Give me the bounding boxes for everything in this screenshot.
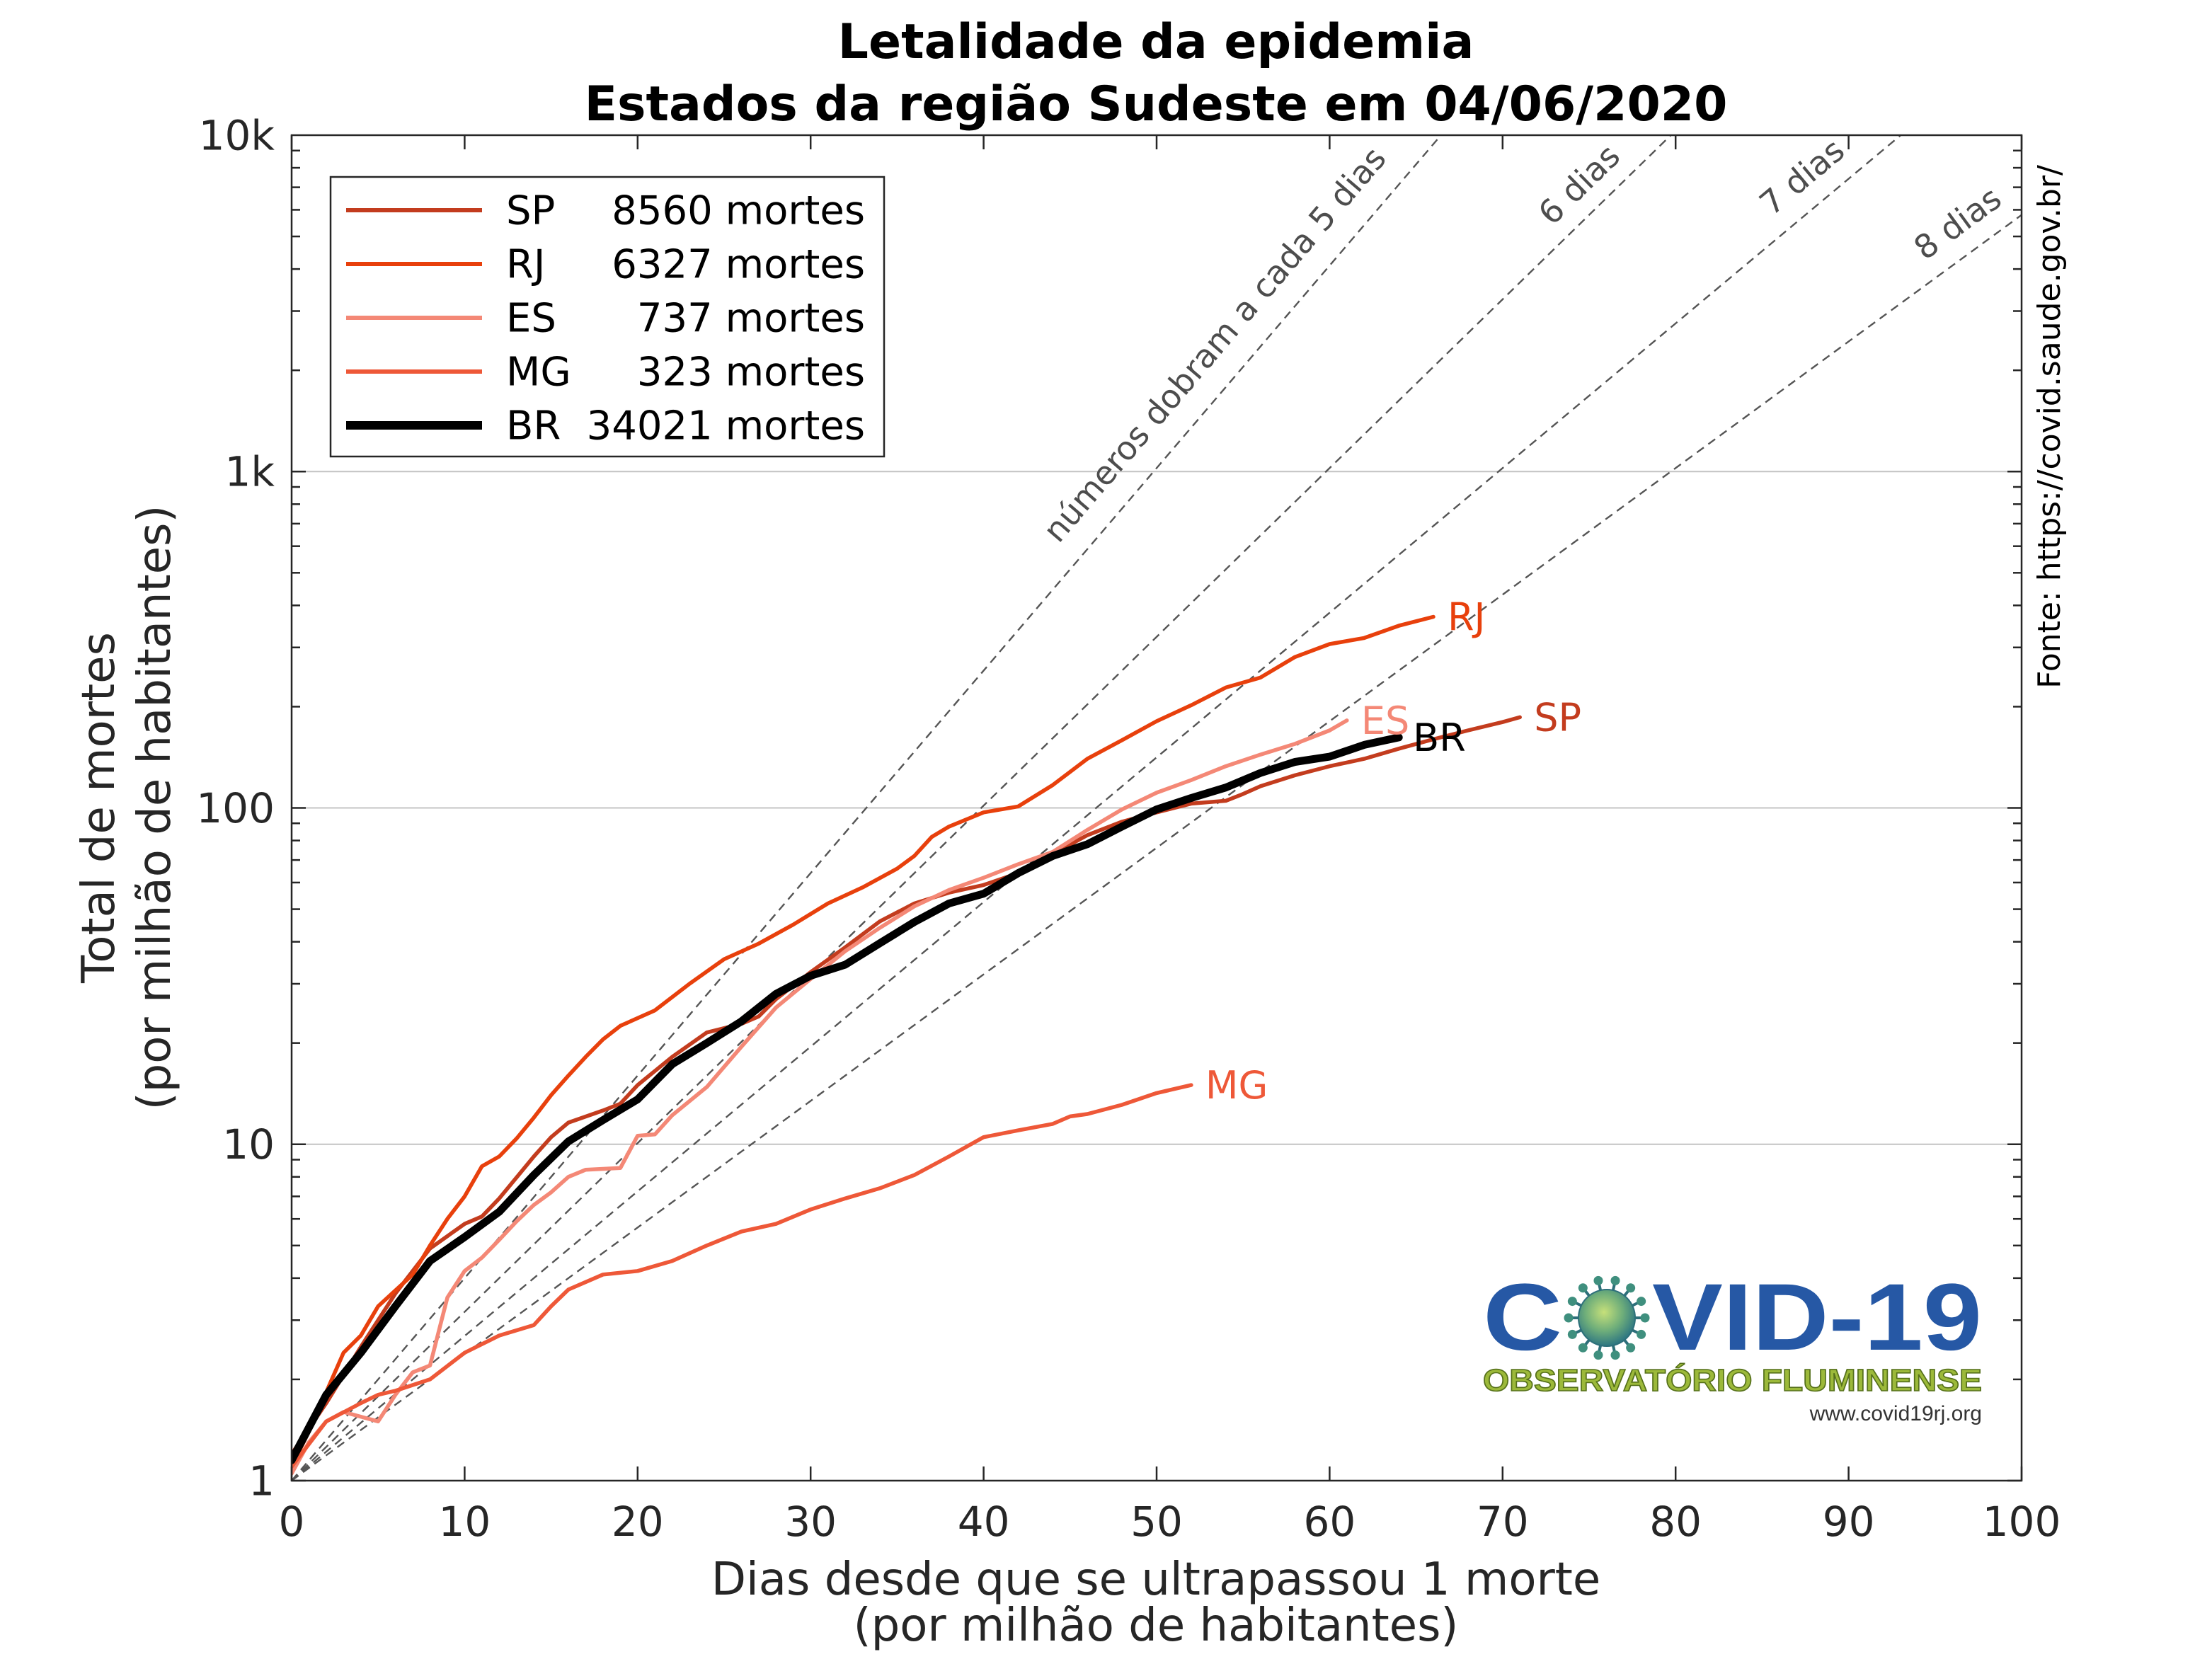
virus-spike-tip	[1593, 1275, 1603, 1285]
logo-url: www.covid19rj.org	[1809, 1402, 1982, 1425]
legend-series-name: RJ	[506, 242, 545, 288]
legend-series-name: MG	[506, 350, 571, 396]
x-tick-label-50: 50	[1130, 1498, 1183, 1546]
x-axis-label-line2: (por milhão de habitantes)	[854, 1600, 1459, 1652]
coronavirus-icon	[1564, 1275, 1650, 1360]
x-tick-label-90: 90	[1823, 1498, 1875, 1546]
x-tick-label-100: 100	[1983, 1498, 2061, 1546]
legend-entry-mg: MG 323 mortes	[346, 350, 865, 396]
y-axis-label: Total de mortes	[73, 632, 125, 984]
virus-spike-tip	[1640, 1313, 1650, 1323]
end-label-br: BR	[1413, 716, 1466, 760]
legend-series-name: BR	[506, 403, 561, 449]
axis-ticks	[290, 135, 2023, 1482]
x-tick-label-70: 70	[1477, 1498, 1529, 1546]
series-lines	[292, 614, 1522, 1476]
end-label-mg: MG	[1205, 1063, 1268, 1108]
legend-entry-es: ES 737 mortes	[346, 296, 865, 342]
x-tick-label-30: 30	[784, 1498, 837, 1546]
virus-spike-tip	[1564, 1313, 1574, 1323]
x-axis-label: Dias desde que se ultrapassou 1 morte	[711, 1554, 1601, 1606]
x-tick-label-0: 0	[279, 1498, 305, 1546]
logo-subtitle: OBSERVATÓRIO FLUMINENSE	[1483, 1362, 1982, 1398]
legend-entry-rj: RJ 6327 mortes	[346, 242, 865, 288]
logo-wordmark-right: VID-19	[1652, 1265, 1982, 1370]
reference-line-8-days	[292, 214, 2022, 1481]
virus-spike-tip	[1637, 1297, 1646, 1307]
legend: SP 8560 mortes RJ 6327 mortes ES 737 mortes MG…	[329, 176, 886, 458]
virus-spike-tip	[1578, 1343, 1588, 1353]
y-axis-label-line2: (por milhão de habitantes)	[129, 505, 181, 1110]
virus-spike-tip	[1567, 1329, 1577, 1339]
x-tick-label-20: 20	[612, 1498, 664, 1546]
legend-death-count: 6327 mortes	[612, 242, 865, 288]
virus-spike-tip	[1626, 1343, 1636, 1353]
x-tick-label-10: 10	[438, 1498, 491, 1546]
legend-series-name: SP	[506, 188, 555, 234]
virus-spike-tip	[1610, 1275, 1620, 1285]
legend-entry-sp: SP 8560 mortes	[346, 188, 865, 234]
legend-death-count: 323 mortes	[637, 350, 865, 396]
virus-spike-tip	[1567, 1297, 1577, 1307]
covid19-observatorio-logo: C VID-19 OBSERVATÓRIO FLUMINENSE www.cov…	[1482, 1265, 1983, 1425]
end-label-rj: RJ	[1448, 595, 1485, 639]
series-end-labels: SP RJ ES MG BR	[1205, 595, 1581, 1108]
legend-entry-br: BR 34021 mortes	[346, 403, 865, 449]
series-line-es	[292, 718, 1349, 1476]
chart-subtitle: Estados da região Sudeste em 04/06/2020	[585, 76, 1728, 132]
logo-wordmark-left: C	[1483, 1265, 1562, 1370]
series-line-br	[292, 733, 1403, 1464]
legend-death-count: 34021 mortes	[587, 403, 865, 449]
series-line-mg	[292, 1083, 1193, 1469]
series-line-rj	[292, 614, 1435, 1469]
virus-spike-tip	[1593, 1350, 1603, 1360]
legend-series-name: ES	[506, 296, 556, 342]
y-tick-label-1: 1	[248, 1457, 275, 1505]
x-tick-label-80: 80	[1649, 1498, 1702, 1546]
y-tick-label-1k: 1k	[225, 448, 275, 496]
source-note: Fonte: https://covid.saude.gov.br/	[2032, 165, 2068, 689]
end-label-es: ES	[1361, 699, 1409, 743]
y-tick-label-10: 10	[222, 1120, 275, 1169]
virus-spike-tip	[1610, 1350, 1620, 1360]
reference-line-5-days	[292, 135, 1442, 1481]
chart-title: Letalidade da epidemia	[838, 14, 1474, 70]
end-label-sp: SP	[1534, 695, 1581, 740]
virus-spike-tip	[1626, 1283, 1636, 1293]
legend-death-count: 8560 mortes	[612, 188, 865, 234]
virus-spike-tip	[1578, 1283, 1588, 1293]
y-tick-label-10k: 10k	[199, 111, 275, 159]
reference-line-7-days	[292, 135, 1902, 1481]
reference-lines	[292, 135, 2022, 1481]
series-line-sp	[292, 715, 1522, 1457]
virus-body	[1578, 1289, 1636, 1347]
reference-line-6-days	[292, 135, 1672, 1481]
virus-spike-tip	[1637, 1329, 1646, 1339]
x-tick-label-60: 60	[1303, 1498, 1356, 1546]
x-tick-label-40: 40	[958, 1498, 1010, 1546]
legend-death-count: 737 mortes	[637, 296, 865, 342]
y-tick-label-100: 100	[196, 784, 275, 832]
